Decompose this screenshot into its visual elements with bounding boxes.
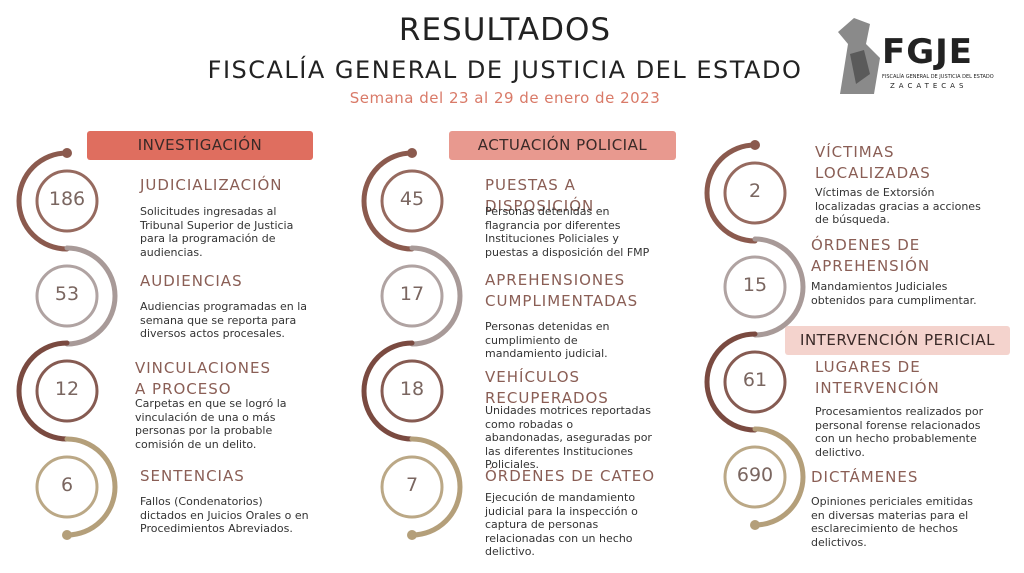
logo-state: ZACATECAS [890, 82, 968, 90]
connector-dot [62, 530, 72, 540]
week-label: Semana del 23 al 29 de enero de 2023 [349, 89, 661, 107]
section-heading: ACTUACIÓN POLICIAL [449, 131, 676, 160]
item-description: Audiencias programadas en la semana que … [140, 300, 308, 340]
value-ring [380, 359, 444, 423]
item-value: 2 [748, 180, 762, 202]
item-value: 18 [399, 378, 425, 400]
item-description: Carpetas en que se logró la vinculación … [135, 397, 287, 451]
connector-dot [750, 520, 760, 530]
item-description: Mandamientos Judiciales obtenidos para c… [811, 280, 977, 307]
connector [361, 340, 415, 442]
item-value: 61 [742, 369, 768, 391]
item-title: VEHÍCULOS RECUPERADOS [485, 368, 609, 407]
page-subtitle: FISCALÍA GENERAL DE JUSTICIA DEL ESTADO [207, 56, 803, 84]
logo: FGJE FISCALÍA GENERAL DE JUSTICIA DEL ES… [830, 14, 994, 98]
value-ring [723, 161, 787, 225]
section-heading: INTERVENCIÓN PERICIAL [785, 326, 1010, 355]
value-ring [380, 169, 444, 233]
value-ring [723, 445, 787, 509]
item-value: 690 [736, 464, 774, 486]
item-title: JUDICIALIZACIÓN [140, 176, 283, 194]
logo-acronym: FGJE [882, 32, 974, 72]
item-value: 45 [399, 188, 425, 210]
connector [752, 236, 806, 338]
connector [752, 426, 806, 528]
item-description: Ejecución de mandamiento judicial para l… [485, 491, 638, 558]
item-description: Personas detenidas en cumplimiento de ma… [485, 320, 610, 360]
item-value: 15 [742, 274, 768, 296]
item-title: SENTENCIAS [140, 467, 245, 485]
item-title: AUDIENCIAS [140, 272, 243, 290]
item-description: Procesamientos realizados por personal f… [815, 405, 984, 459]
value-ring [380, 455, 444, 519]
page-title: RESULTADOS [398, 12, 612, 48]
value-ring [35, 169, 99, 233]
connector-dot [62, 148, 72, 158]
connector-dot [750, 140, 760, 150]
connector [16, 150, 70, 252]
item-title: LUGARES DE INTERVENCIÓN [815, 358, 940, 397]
item-value: 7 [405, 474, 419, 496]
connector [409, 245, 463, 347]
section-heading: INVESTIGACIÓN [87, 131, 313, 160]
item-value: 53 [54, 283, 80, 305]
item-value: 12 [54, 378, 80, 400]
item-title: VÍCTIMAS LOCALIZADAS [815, 143, 931, 182]
value-ring [35, 455, 99, 519]
connector [704, 142, 758, 244]
connector [64, 436, 118, 538]
connector [704, 331, 758, 433]
connector [409, 436, 463, 538]
item-description: Fallos (Condenatorios) dictados en Juici… [140, 495, 309, 535]
connector-dot [407, 530, 417, 540]
logo-name: FISCALÍA GENERAL DE JUSTICIA DEL ESTADO [882, 74, 994, 80]
logo-emblem [838, 18, 880, 94]
connector [361, 150, 415, 252]
item-description: Opiniones periciales emitidas en diversa… [811, 495, 974, 549]
item-title: PUESTAS A DISPOSICIÓN [485, 176, 595, 215]
item-value: 186 [48, 188, 86, 210]
item-title: VINCULACIONES A PROCESO [135, 359, 271, 398]
connector [16, 340, 70, 442]
item-description: Unidades motrices reportadas como robada… [485, 404, 652, 471]
connector-dot [407, 148, 417, 158]
item-value: 6 [60, 474, 74, 496]
value-ring [723, 350, 787, 414]
item-title: APREHENSIONES CUMPLIMENTADAS [485, 271, 639, 310]
value-ring [380, 264, 444, 328]
value-ring [723, 255, 787, 319]
item-description: Solicitudes ingresadas al Tribunal Super… [140, 205, 294, 259]
item-value: 17 [399, 283, 425, 305]
connector [64, 245, 118, 347]
value-ring [35, 264, 99, 328]
item-description: Víctimas de Extorsión localizadas gracia… [815, 186, 981, 226]
item-title: ÓRDENES DE CATEO [485, 467, 656, 485]
item-title: DICTÁMENES [811, 468, 919, 486]
item-description: Personas detenidas en flagrancia por dif… [485, 205, 650, 259]
value-ring [35, 359, 99, 423]
item-title: ÓRDENES DE APREHENSIÓN [811, 236, 931, 275]
